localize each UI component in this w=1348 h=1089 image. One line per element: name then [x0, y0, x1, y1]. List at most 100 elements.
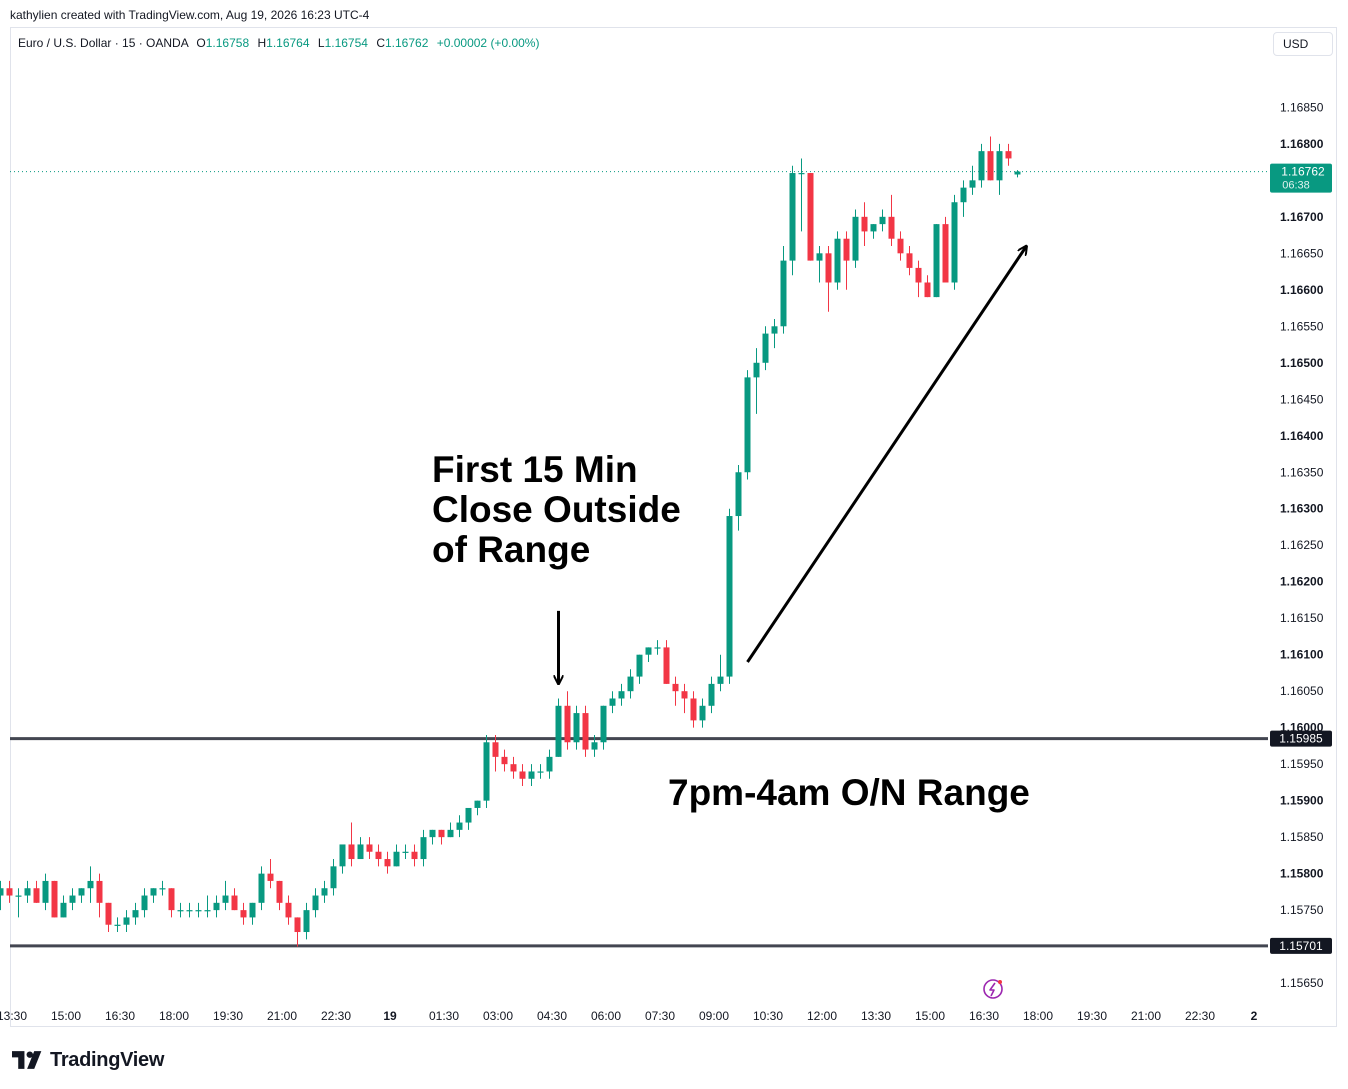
high-value: 1.16764 — [266, 36, 310, 50]
candle — [609, 691, 616, 714]
annotation-breakout-text: of Range — [432, 529, 590, 570]
candle — [321, 880, 328, 903]
candle — [348, 822, 355, 867]
candle — [177, 902, 184, 918]
candle-body — [591, 742, 598, 750]
close-value: 1.16762 — [384, 36, 429, 50]
candle — [870, 224, 877, 239]
candle — [1014, 170, 1021, 178]
candle — [393, 844, 400, 867]
candle-body — [537, 771, 544, 773]
y-tick-label: 1.16250 — [1280, 538, 1324, 552]
candle — [168, 888, 175, 918]
candle — [717, 654, 724, 692]
candle — [807, 173, 814, 261]
candle-body — [753, 362, 760, 378]
candle — [618, 683, 625, 706]
candle — [897, 231, 904, 261]
candle-body — [339, 844, 346, 867]
level-price-label: 1.15985 — [1279, 732, 1323, 746]
candle-body — [213, 902, 220, 911]
symbol-name[interactable]: Euro / U.S. Dollar · 15 · OANDA — [18, 36, 189, 50]
x-tick-label: 10:30 — [753, 1009, 783, 1023]
candle — [960, 180, 967, 217]
candle-body — [915, 267, 922, 283]
candle — [636, 654, 643, 684]
candle-body — [267, 873, 274, 881]
candle-body — [816, 253, 823, 261]
x-tick-label: 16:30 — [969, 1009, 999, 1023]
candle — [537, 764, 544, 779]
y-tick-label: 1.16350 — [1280, 465, 1324, 479]
candle-body — [960, 187, 967, 203]
candle-body — [78, 888, 85, 896]
time-axis[interactable]: 13:30 15:00 16:30 18:00 19:30 21:00 22:30 19 01:… — [0, 1009, 1258, 1023]
x-tick-label: 15:00 — [51, 1009, 81, 1023]
close-label: C — [376, 36, 385, 50]
candle — [15, 888, 22, 918]
candle — [447, 822, 454, 838]
candle-body — [132, 910, 139, 918]
candle-body — [321, 888, 328, 896]
candle — [483, 734, 490, 808]
candle — [159, 880, 166, 896]
candle-body — [186, 910, 193, 912]
candle-body — [807, 173, 814, 261]
candle-body — [798, 173, 805, 175]
candle-body — [285, 902, 292, 918]
x-tick-label: 12:00 — [807, 1009, 837, 1023]
candle — [735, 464, 742, 531]
x-tick-label: 16:30 — [105, 1009, 135, 1023]
tradingview-wordmark: TradingView — [50, 1048, 165, 1071]
candle-body — [600, 705, 607, 743]
candle — [996, 143, 1003, 195]
y-tick-label: 1.15750 — [1280, 903, 1324, 917]
candle-body — [303, 910, 310, 933]
currency-button[interactable]: USD — [1273, 32, 1333, 56]
candle — [573, 705, 580, 750]
candle — [249, 902, 256, 925]
candle-body — [897, 238, 904, 254]
y-tick-label: 1.15950 — [1280, 757, 1324, 771]
candle-body — [33, 888, 40, 903]
trend-arrow[interactable] — [746, 246, 1027, 663]
price-axis[interactable]: 1.16850 1.16800 1.16700 1.16650 1.16600 1.165… — [1280, 100, 1324, 990]
x-tick-label: 19:30 — [1077, 1009, 1107, 1023]
candle — [456, 815, 463, 838]
y-tick-label: 1.15800 — [1280, 867, 1324, 881]
candle — [834, 231, 841, 290]
replay-icon[interactable] — [983, 979, 1003, 999]
candle-body — [708, 683, 715, 706]
candle — [267, 859, 274, 889]
y-tick-label: 1.15900 — [1280, 794, 1324, 808]
candle-body — [204, 910, 211, 912]
candle — [843, 231, 850, 290]
candle-body — [60, 902, 67, 918]
candle-body — [735, 472, 742, 517]
candle — [780, 246, 787, 334]
candle-body — [222, 895, 229, 903]
candle-body — [366, 844, 373, 852]
symbol-legend[interactable]: Euro / U.S. Dollar · 15 · OANDA O1.16758… — [18, 36, 539, 50]
candle-body — [51, 880, 58, 918]
candle-body — [177, 910, 184, 912]
candle-body — [141, 895, 148, 911]
candle — [357, 837, 364, 860]
candle-body — [474, 800, 481, 808]
chart-credit: kathylien created with TradingView.com, … — [10, 8, 370, 22]
tradingview-logo[interactable]: TradingView — [12, 1048, 164, 1072]
candle-body — [231, 895, 238, 911]
x-tick-label: 13:30 — [0, 1009, 27, 1023]
x-tick-label: 13:30 — [861, 1009, 891, 1023]
candle — [204, 895, 211, 918]
candle — [294, 917, 301, 947]
candle-body — [501, 756, 508, 765]
candle — [429, 829, 436, 845]
candle-body — [519, 771, 526, 779]
level-price-tag — [1270, 730, 1332, 747]
x-tick-label: 03:00 — [483, 1009, 513, 1023]
candle — [69, 888, 76, 911]
candle — [150, 888, 157, 903]
candle — [213, 895, 220, 918]
